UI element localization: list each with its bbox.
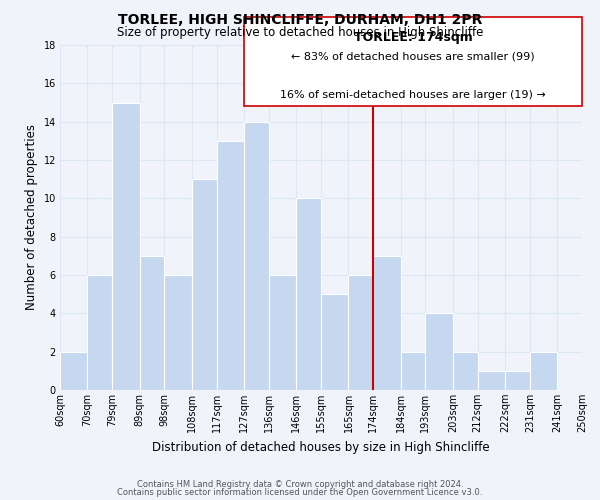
Text: ← 83% of detached houses are smaller (99): ← 83% of detached houses are smaller (99…	[291, 52, 535, 62]
Text: Contains public sector information licensed under the Open Government Licence v3: Contains public sector information licen…	[118, 488, 482, 497]
Text: Contains HM Land Registry data © Crown copyright and database right 2024.: Contains HM Land Registry data © Crown c…	[137, 480, 463, 489]
Bar	[60, 352, 88, 390]
Bar	[453, 352, 478, 390]
Bar	[401, 352, 425, 390]
Text: 16% of semi-detached houses are larger (19) →: 16% of semi-detached houses are larger (…	[280, 90, 546, 100]
Bar	[478, 371, 505, 390]
Bar	[425, 314, 453, 390]
Bar	[244, 122, 269, 390]
Text: Size of property relative to detached houses in High Shincliffe: Size of property relative to detached ho…	[117, 26, 483, 39]
Text: TORLEE, HIGH SHINCLIFFE, DURHAM, DH1 2PR: TORLEE, HIGH SHINCLIFFE, DURHAM, DH1 2PR	[118, 12, 482, 26]
FancyBboxPatch shape	[244, 18, 582, 106]
Bar	[217, 141, 244, 390]
Bar	[140, 256, 164, 390]
Bar	[112, 102, 140, 390]
Bar	[373, 256, 401, 390]
Bar	[88, 275, 112, 390]
Bar	[269, 275, 296, 390]
Bar	[164, 275, 192, 390]
Bar	[530, 352, 557, 390]
Bar	[321, 294, 349, 390]
Bar	[505, 371, 530, 390]
Bar	[192, 179, 217, 390]
Text: TORLEE: 174sqm: TORLEE: 174sqm	[353, 31, 472, 44]
Bar	[296, 198, 321, 390]
Bar	[349, 275, 373, 390]
Y-axis label: Number of detached properties: Number of detached properties	[25, 124, 38, 310]
X-axis label: Distribution of detached houses by size in High Shincliffe: Distribution of detached houses by size …	[152, 440, 490, 454]
